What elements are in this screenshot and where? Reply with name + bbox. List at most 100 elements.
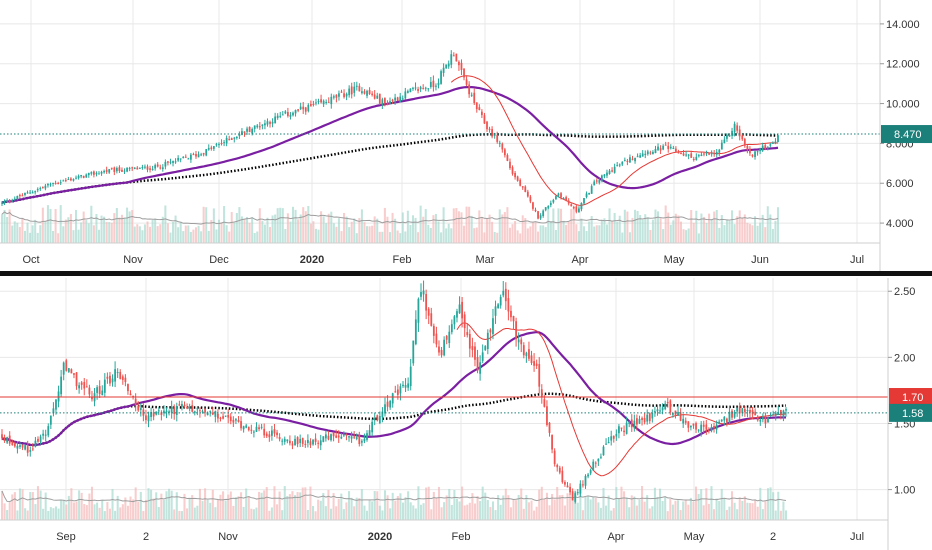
candle-body [145, 415, 147, 421]
candle-body [110, 167, 113, 169]
candle-body [401, 98, 404, 100]
candle-body [77, 175, 80, 179]
candle-body [412, 87, 414, 89]
candle-body [514, 172, 516, 178]
candle-body [695, 156, 698, 161]
candle-body [432, 80, 435, 88]
volume-bar [447, 223, 450, 243]
candle-body [29, 192, 31, 194]
time-axis-label: Dec [209, 254, 229, 266]
candle-body [549, 202, 552, 206]
candle-body [427, 88, 430, 90]
candle-body [517, 339, 520, 343]
candle-body [445, 64, 448, 69]
candle-body [515, 321, 517, 340]
volume-bar [194, 227, 198, 243]
volume-bar [662, 229, 665, 243]
candle-body [443, 339, 446, 356]
candle-body [692, 423, 695, 426]
volume-bar [13, 492, 16, 520]
candle-body [738, 406, 741, 414]
candle-body [538, 364, 541, 387]
volume-bar [427, 486, 430, 520]
candle-body [139, 408, 142, 411]
volume-bar [62, 226, 65, 243]
volume-bar [430, 509, 433, 520]
candle-body [121, 376, 124, 380]
candle-body [598, 180, 601, 183]
volume-bar [175, 492, 178, 520]
volume-bar [121, 504, 124, 520]
volume-bar [489, 507, 492, 520]
candle-body [258, 427, 260, 430]
volume-bar [309, 486, 312, 520]
volume-ma-line [1, 211, 779, 225]
moving-averages [1, 322, 787, 477]
candle-body [160, 412, 163, 415]
candle-body [241, 131, 243, 135]
candle-body [690, 153, 693, 158]
candle-body [606, 172, 608, 176]
candle-body [302, 106, 305, 110]
candle-body [633, 420, 636, 429]
volume-bar [111, 488, 114, 520]
volume-bar [520, 488, 523, 520]
candle-body [556, 464, 559, 468]
volume-bar [196, 505, 199, 520]
candle-body [761, 145, 764, 151]
volume-bar [29, 232, 32, 243]
candle-body [288, 440, 291, 444]
volume-bar [245, 488, 248, 520]
candle-body [60, 376, 63, 395]
volume-bar [96, 502, 99, 520]
candle-body [672, 147, 675, 149]
volume-bar [692, 222, 695, 243]
time-axis-label: Apr [607, 531, 624, 543]
candle-body [641, 418, 643, 420]
candle-body [82, 175, 85, 178]
volume-bar [113, 213, 116, 243]
volume-bar [759, 222, 762, 243]
candle-body [512, 316, 515, 322]
volume-bar [674, 213, 677, 243]
time-axis-label: Apr [571, 254, 588, 266]
candle-body [646, 414, 649, 422]
volume-bar [355, 233, 358, 243]
ma-fast-line [456, 322, 787, 477]
volume-bar [486, 500, 489, 520]
candle-body [73, 373, 75, 375]
volume-bar [636, 210, 639, 243]
candle-body [281, 440, 284, 442]
volume-bar [653, 487, 656, 520]
candle-body [422, 290, 425, 295]
candle-body [211, 412, 214, 415]
volume-bar [69, 213, 72, 243]
volume-bar [151, 220, 154, 243]
volume-bar [65, 504, 68, 520]
candle-body [258, 126, 261, 128]
volume-bar [322, 216, 325, 243]
price-axis-label: 10.000 [886, 99, 920, 111]
volume-bar [710, 486, 713, 520]
candle-body [659, 148, 662, 151]
candle-body [373, 417, 376, 421]
volume-bar [85, 505, 88, 520]
volume-bar [160, 493, 163, 520]
volume-bar [11, 494, 14, 520]
candle-body [256, 125, 259, 128]
volume-bar [388, 232, 392, 243]
volume-bar [537, 231, 540, 243]
candle-body [409, 88, 412, 93]
candle-body [389, 101, 391, 104]
volume-bar [634, 209, 637, 243]
volume-bar [547, 206, 550, 243]
candle-body [486, 332, 489, 350]
volume-bar [297, 219, 300, 243]
volume-bar [256, 231, 259, 243]
volume-bar [641, 219, 644, 243]
candle-body [562, 198, 565, 200]
candle-body [708, 152, 710, 155]
candle-body [651, 413, 654, 419]
volume-bar [697, 233, 700, 243]
